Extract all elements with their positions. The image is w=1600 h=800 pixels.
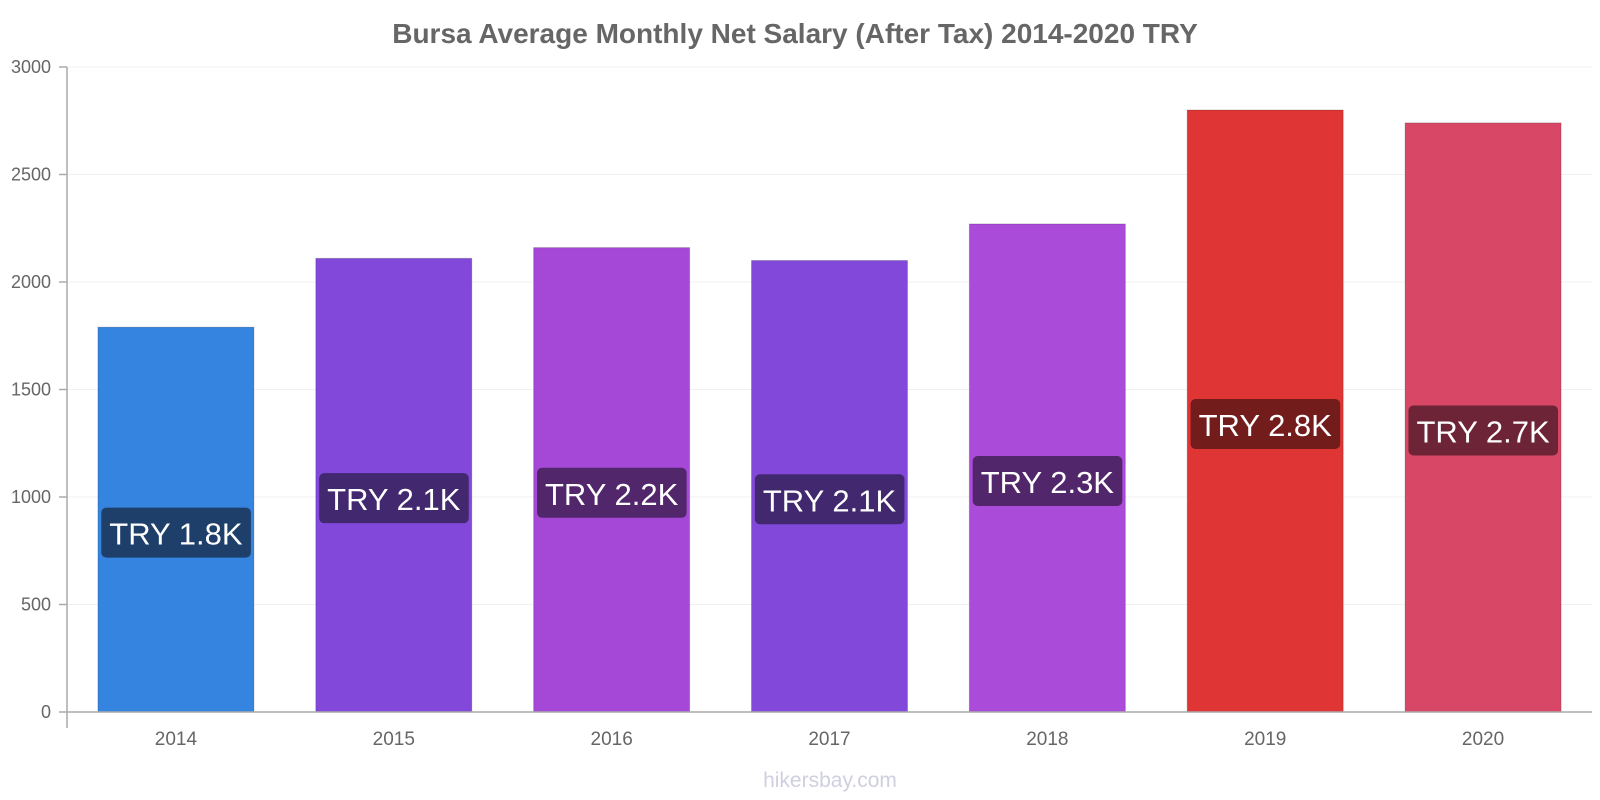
x-tick-label: 2017	[808, 729, 850, 750]
data-label-2018: TRY 2.3K	[972, 455, 1123, 506]
y-tick-label: 3000	[11, 57, 51, 77]
data-label-text: TRY 2.3K	[981, 465, 1115, 500]
data-label-2015: TRY 2.1K	[319, 473, 469, 524]
data-label-background	[101, 507, 251, 558]
data-label-background	[1408, 405, 1559, 456]
data-label-background	[319, 473, 469, 524]
y-axis-ticks: 0 500 1000 1500 2000 2500 3000	[11, 57, 67, 722]
data-label-text: TRY 2.7K	[1416, 414, 1550, 449]
data-label-background	[537, 467, 687, 518]
x-tick-label: 2016	[591, 729, 633, 750]
data-label-background	[1190, 399, 1341, 449]
data-labels: TRY 1.8K TRY 2.1K TRY 2.2K TRY 2.1K TRY 2.3K…	[101, 399, 1559, 558]
y-tick-label: 2500	[11, 165, 51, 185]
data-label-2017: TRY 2.1K	[754, 474, 905, 525]
data-label-text: TRY 2.1K	[763, 483, 897, 518]
y-tick-label: 0	[41, 702, 51, 722]
data-label-text: TRY 1.8K	[109, 517, 243, 552]
data-label-2020: TRY 2.7K	[1408, 405, 1559, 456]
x-tick-label: 2019	[1244, 729, 1286, 750]
data-label-2016: TRY 2.2K	[537, 467, 687, 518]
chart-title: Bursa Average Monthly Net Salary (After …	[392, 18, 1198, 49]
x-tick-label: 2018	[1026, 729, 1068, 750]
data-label-background	[972, 455, 1123, 506]
x-tick-label: 2020	[1462, 729, 1504, 750]
x-axis-ticks: 2014 2015 2016 2017 2018 2019 2020	[155, 729, 1504, 750]
footer-watermark: hikersbay.com	[763, 769, 897, 792]
data-label-2014: TRY 1.8K	[101, 507, 251, 558]
y-tick-label: 500	[21, 595, 51, 615]
y-tick-label: 1000	[11, 487, 51, 507]
data-label-text: TRY 2.1K	[327, 482, 461, 517]
y-tick-label: 1500	[11, 380, 51, 400]
data-label-text: TRY 2.8K	[1199, 408, 1333, 443]
y-tick-label: 2000	[11, 272, 51, 292]
data-label-2019: TRY 2.8K	[1190, 399, 1341, 449]
x-tick-label: 2015	[373, 729, 415, 750]
data-label-background	[754, 474, 905, 525]
data-label-text: TRY 2.2K	[545, 477, 679, 512]
bars	[97, 109, 1562, 713]
x-tick-label: 2014	[155, 729, 198, 750]
